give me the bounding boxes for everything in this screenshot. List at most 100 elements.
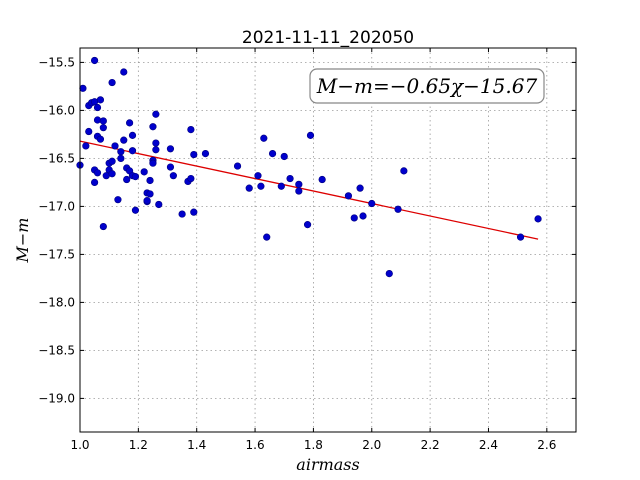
x-tick-label: 1.4 — [187, 438, 206, 452]
data-point — [257, 182, 265, 190]
data-point — [280, 152, 288, 161]
fit-equation: M−m=−0.65χ−15.67 — [316, 74, 538, 98]
data-point — [306, 131, 315, 139]
data-point — [99, 124, 107, 132]
chart-title: 2021-11-11_202050 — [242, 28, 414, 48]
data-point — [295, 187, 303, 195]
x-tick-label: 1.6 — [246, 438, 265, 452]
data-point — [108, 170, 116, 178]
data-point — [166, 145, 175, 153]
data-point — [201, 150, 210, 158]
x-axis-ticks: 1.0 1.2 1.4 1.6 1.8 2.0 2.2 2.4 2.6 — [70, 48, 556, 452]
data-point — [149, 159, 157, 167]
x-tick-label: 2.0 — [362, 438, 381, 452]
fit-line — [79, 140, 539, 240]
y-tick-label: −17.5 — [38, 247, 75, 261]
data-point — [356, 184, 364, 192]
equation-box-frame — [309, 68, 545, 104]
data-point — [96, 96, 105, 104]
fit-equation-box: M−m=−0.65χ−15.67 — [309, 68, 545, 104]
data-point — [143, 197, 151, 205]
data-point — [155, 200, 163, 209]
x-tick-label: 2.4 — [479, 438, 498, 452]
y-tick-label: −19.0 — [38, 391, 75, 405]
x-tick-label: 1.0 — [70, 438, 89, 452]
data-point — [111, 142, 119, 150]
data-point — [190, 208, 198, 216]
y-tick-label: −18.0 — [38, 295, 75, 309]
data-point — [534, 215, 542, 223]
y-tick-label: −16.5 — [38, 151, 75, 165]
plot-frame — [79, 47, 577, 433]
data-point — [114, 196, 122, 204]
data-point — [146, 190, 154, 198]
data-point — [152, 146, 160, 154]
data-point — [128, 147, 137, 155]
data-point — [146, 176, 154, 185]
data-point — [516, 233, 525, 241]
data-point — [79, 84, 87, 92]
data-point — [359, 212, 367, 220]
y-tick-label: −16.0 — [38, 103, 75, 117]
data-point — [187, 126, 195, 134]
data-point — [140, 168, 148, 176]
y-tick-label: −18.5 — [38, 343, 75, 357]
data-point — [131, 206, 140, 214]
data-point — [295, 180, 303, 188]
data-point — [169, 172, 177, 180]
data-point — [233, 162, 242, 170]
data-point — [245, 184, 253, 192]
data-point — [93, 116, 102, 124]
data-point — [90, 178, 99, 186]
data-point — [85, 127, 93, 136]
data-point — [190, 150, 198, 159]
data-point — [178, 210, 186, 218]
data-point — [99, 222, 107, 231]
data-point — [96, 135, 105, 143]
data-point — [120, 68, 128, 76]
data-point — [152, 139, 160, 147]
x-axis-label: airmass — [296, 455, 359, 474]
data-point — [254, 172, 262, 180]
data-point — [120, 136, 128, 144]
data-point — [117, 148, 125, 156]
data-point — [117, 154, 125, 162]
data-point — [166, 163, 175, 171]
y-axis-ticks: −15.5 −16.0 −16.5 −17.0 −17.5 −18.0 −18.5 −19.0 — [38, 55, 576, 405]
data-point — [93, 169, 102, 177]
data-point — [149, 123, 157, 131]
data-point — [277, 182, 285, 190]
data-points — [76, 56, 542, 278]
data-point — [126, 119, 134, 127]
data-point — [268, 150, 277, 158]
data-point — [368, 199, 376, 208]
y-axis-label: M−m — [13, 218, 32, 264]
data-point — [400, 167, 408, 175]
data-point — [350, 214, 358, 222]
data-point — [82, 142, 90, 150]
data-point — [187, 174, 195, 183]
data-point — [99, 117, 107, 125]
data-point — [108, 78, 116, 87]
data-point — [318, 175, 326, 184]
data-point — [286, 174, 294, 183]
data-point — [385, 270, 393, 278]
y-tick-label: −15.5 — [38, 55, 75, 69]
data-point — [263, 233, 271, 241]
grid-lines — [79, 48, 576, 432]
data-point — [260, 134, 268, 142]
data-point — [344, 192, 353, 200]
data-point — [93, 103, 102, 112]
data-point — [108, 157, 116, 165]
data-point — [152, 110, 160, 118]
data-point — [90, 56, 99, 65]
x-tick-label: 2.2 — [421, 438, 440, 452]
data-point — [123, 175, 131, 184]
y-tick-label: −17.0 — [38, 199, 75, 213]
x-tick-label: 2.6 — [537, 438, 556, 452]
data-point — [394, 205, 402, 213]
data-point — [303, 221, 312, 229]
data-point — [128, 131, 137, 139]
x-tick-label: 1.8 — [304, 438, 323, 452]
x-tick-label: 1.2 — [129, 438, 148, 452]
